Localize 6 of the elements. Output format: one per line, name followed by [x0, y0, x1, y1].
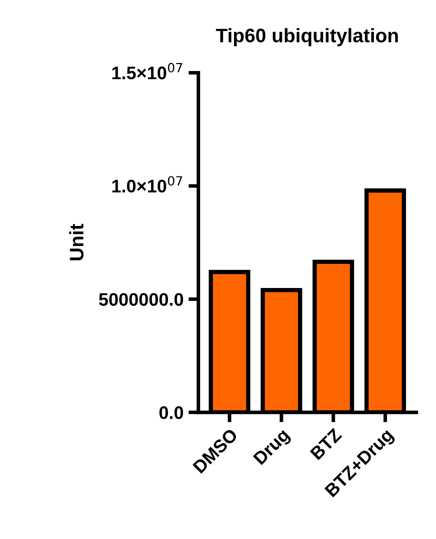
chart-title: Tip60 ubiquitylation	[216, 28, 398, 46]
y-tick-label: 1.0×10$^{07}$	[112, 176, 182, 193]
y-tick-label: 1.5×10$^{07}$	[112, 62, 182, 80]
y-tick-label: 5000000.0	[99, 293, 184, 306]
y-axis-title: Unit	[69, 224, 84, 260]
y-tick-label: 0.0	[159, 406, 184, 420]
